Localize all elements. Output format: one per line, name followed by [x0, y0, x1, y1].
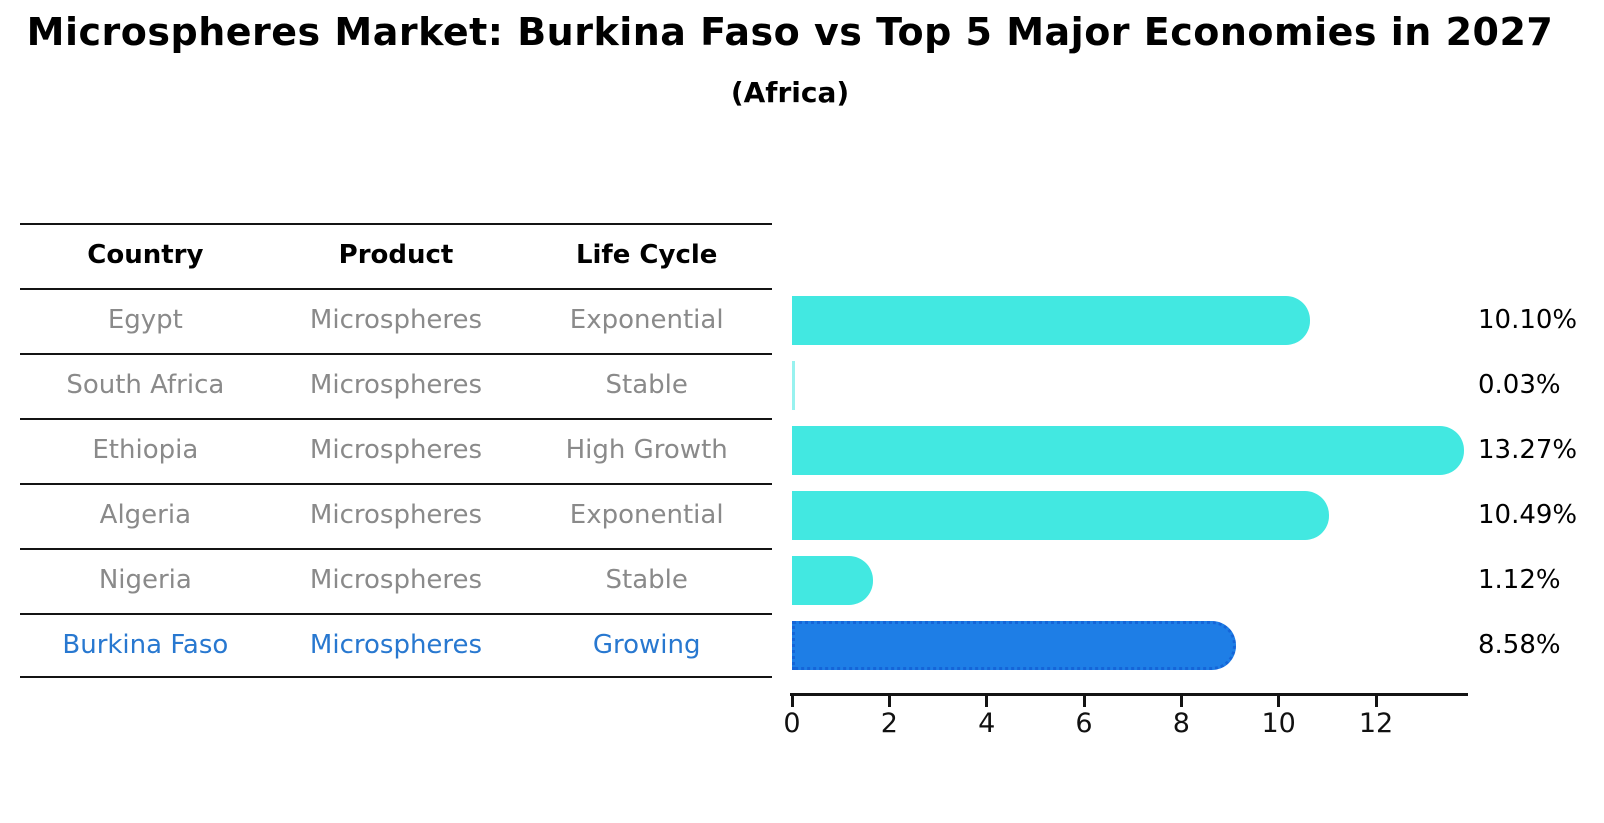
header-product: Product — [338, 240, 454, 270]
x-tick-label: 6 — [1075, 708, 1093, 739]
cell-life-cycle: Stable — [605, 370, 688, 400]
x-tick — [985, 696, 989, 707]
value-label: 0.03% — [1478, 370, 1561, 400]
cell-country: Algeria — [99, 500, 192, 530]
bar-ethiopia — [792, 426, 1464, 475]
cell-product: Microspheres — [309, 435, 483, 465]
page-subtitle: (Africa) — [730, 76, 850, 109]
x-tick — [1179, 696, 1183, 707]
x-tick — [887, 696, 891, 707]
table-row-algeria: Algeria Microspheres Exponential — [20, 483, 772, 548]
bar-egypt — [792, 296, 1310, 345]
cell-life-cycle: Exponential — [569, 305, 724, 335]
cell-country: Egypt — [107, 305, 183, 335]
x-tick-label: 4 — [978, 708, 996, 739]
table-row-egypt: Egypt Microspheres Exponential — [20, 288, 772, 353]
x-tick — [1374, 696, 1378, 707]
bar-burkina-faso — [792, 621, 1236, 670]
cell-country: Burkina Faso — [62, 630, 229, 660]
x-tick — [790, 696, 794, 707]
table-header-row: Country Product Life Cycle — [20, 223, 772, 288]
cell-country: Nigeria — [98, 565, 192, 595]
cell-country: Ethiopia — [92, 435, 199, 465]
x-tick-label: 2 — [880, 708, 898, 739]
table-row-burkina-faso: Burkina Faso Microspheres Growing — [20, 613, 772, 678]
x-tick-label: 10 — [1261, 708, 1296, 739]
cell-life-cycle: Stable — [605, 565, 688, 595]
bar-algeria — [792, 491, 1329, 540]
table-rule — [20, 288, 772, 290]
value-label: 1.12% — [1478, 565, 1561, 595]
table-rule — [20, 548, 772, 550]
cell-product: Microspheres — [309, 500, 483, 530]
table-rule — [20, 676, 772, 678]
comparison-table: Country Product Life Cycle Egypt Microsp… — [20, 223, 772, 678]
cell-country: South Africa — [66, 370, 225, 400]
value-label: 13.27% — [1478, 435, 1578, 465]
table-rule — [20, 353, 772, 355]
bar-south-africa — [792, 361, 795, 410]
cell-life-cycle: High Growth — [565, 435, 728, 465]
page-title: Microspheres Market: Burkina Faso vs Top… — [26, 10, 1554, 54]
cell-life-cycle: Growing — [592, 630, 701, 660]
x-tick-label: 12 — [1358, 708, 1394, 739]
x-tick — [1277, 696, 1281, 707]
table-row-nigeria: Nigeria Microspheres Stable — [20, 548, 772, 613]
header-country: Country — [87, 240, 204, 270]
table-rule — [20, 613, 772, 615]
table-row-south-africa: South Africa Microspheres Stable — [20, 353, 772, 418]
value-label: 10.10% — [1478, 305, 1578, 335]
table-rule — [20, 483, 772, 485]
value-label: 10.49% — [1478, 500, 1578, 530]
header-life-cycle: Life Cycle — [575, 240, 718, 270]
x-tick — [1082, 696, 1086, 707]
value-label: 8.58% — [1478, 630, 1561, 660]
table-rule — [20, 223, 772, 225]
cell-product: Microspheres — [309, 630, 483, 660]
table-row-ethiopia: Ethiopia Microspheres High Growth — [20, 418, 772, 483]
x-tick-label: 8 — [1172, 708, 1190, 739]
x-axis-spine — [790, 693, 1468, 696]
cell-product: Microspheres — [309, 370, 483, 400]
cell-life-cycle: Exponential — [569, 500, 724, 530]
cell-product: Microspheres — [309, 565, 483, 595]
cell-product: Microspheres — [309, 305, 483, 335]
x-tick-label: 0 — [783, 708, 801, 739]
table-rule — [20, 418, 772, 420]
bar-nigeria — [792, 556, 873, 605]
